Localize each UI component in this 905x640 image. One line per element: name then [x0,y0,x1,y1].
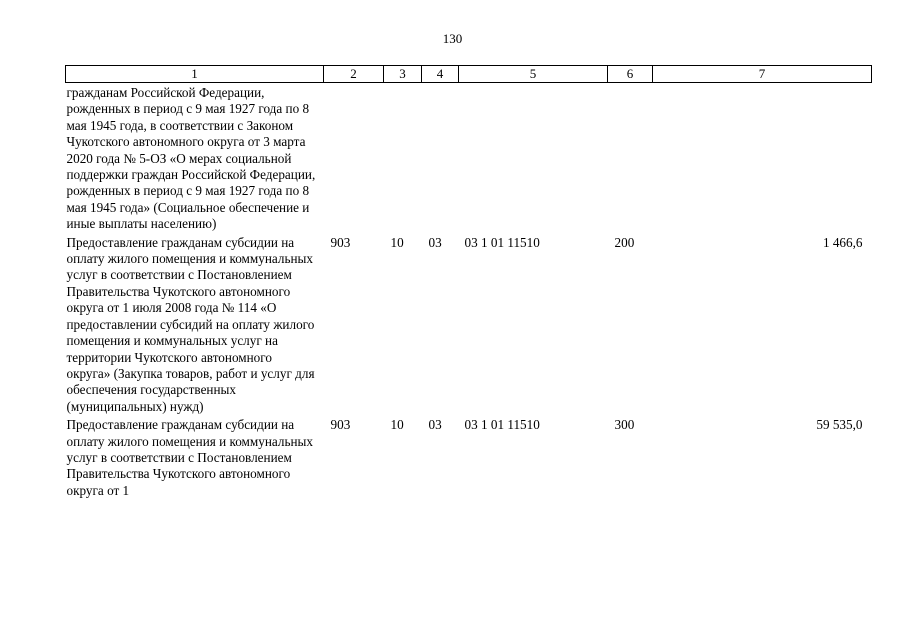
budget-table: 1 2 3 4 5 6 7 гражданам Российской Федер… [65,65,872,499]
cell-name: Предоставление гражданам субсидии на опл… [66,234,315,414]
cell-amount [653,83,872,233]
cell-col5: 03 1 01 11510 [464,234,540,250]
cell-col2: 903 [330,417,351,433]
table-row: Предоставление гражданам субсидии на опл… [66,415,872,499]
cell-col6: 200 [614,234,635,250]
table-row: гражданам Российской Федерации, рожденны… [66,83,872,233]
page-number: 130 [442,31,463,46]
cell-col6 [608,83,653,233]
cell-col6: 300 [614,417,635,433]
table-header-cell-4: 4 [421,65,459,83]
cell-col5 [459,83,608,233]
table-row: Предоставление гражданам субсидии на опл… [66,233,872,415]
cell-amount: 1 466,6 [822,234,863,250]
table-header-row: 1 2 3 4 5 6 7 [65,65,872,83]
cell-col3 [384,83,422,233]
cell-col3: 10 [390,417,404,433]
cell-amount: 59 535,0 [816,417,863,433]
cell-name: Предоставление гражданам субсидии на опл… [66,417,313,498]
cell-col4 [422,83,459,233]
table-header-cell-6: 6 [607,65,653,83]
table-header-cell-2: 2 [323,65,384,83]
cell-col3: 10 [390,234,404,250]
cell-col2 [324,83,384,233]
cell-name: гражданам Российской Федерации, рожденны… [66,85,316,232]
table-header-cell-7: 7 [652,65,872,83]
table-header-cell-3: 3 [383,65,422,83]
table-header-cell-5: 5 [458,65,608,83]
cell-col5: 03 1 01 11510 [464,417,540,433]
cell-col4: 03 [428,417,442,433]
cell-col4: 03 [428,234,442,250]
cell-col2: 903 [330,234,351,250]
table-header-cell-1: 1 [65,65,324,83]
